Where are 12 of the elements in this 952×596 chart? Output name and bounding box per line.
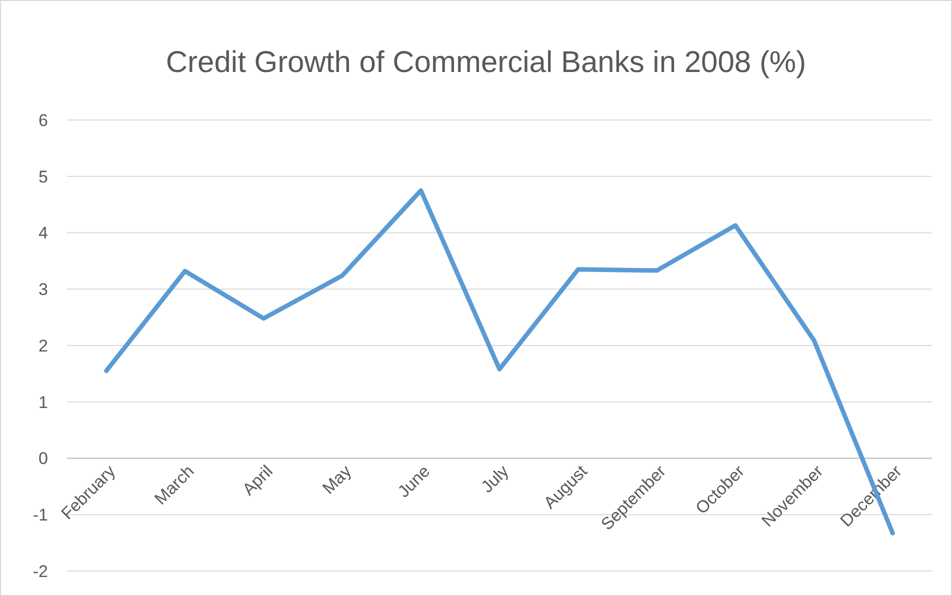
y-tick-label: 1 [38, 392, 48, 412]
x-tick-label: May [318, 461, 356, 498]
y-tick-label: 5 [38, 167, 48, 186]
x-tick-label: July [478, 461, 513, 496]
y-tick-label: 4 [38, 224, 48, 243]
y-tick-label: 0 [38, 449, 48, 468]
y-tick-label: 2 [38, 336, 48, 356]
y-tick-label: -2 [32, 562, 48, 581]
chart-title: Credit Growth of Commercial Banks in 2008 (%) [166, 46, 806, 79]
y-tick-label: 6 [38, 110, 48, 130]
y-tick-label: 3 [38, 280, 48, 300]
y-tick-label: -1 [32, 506, 48, 525]
